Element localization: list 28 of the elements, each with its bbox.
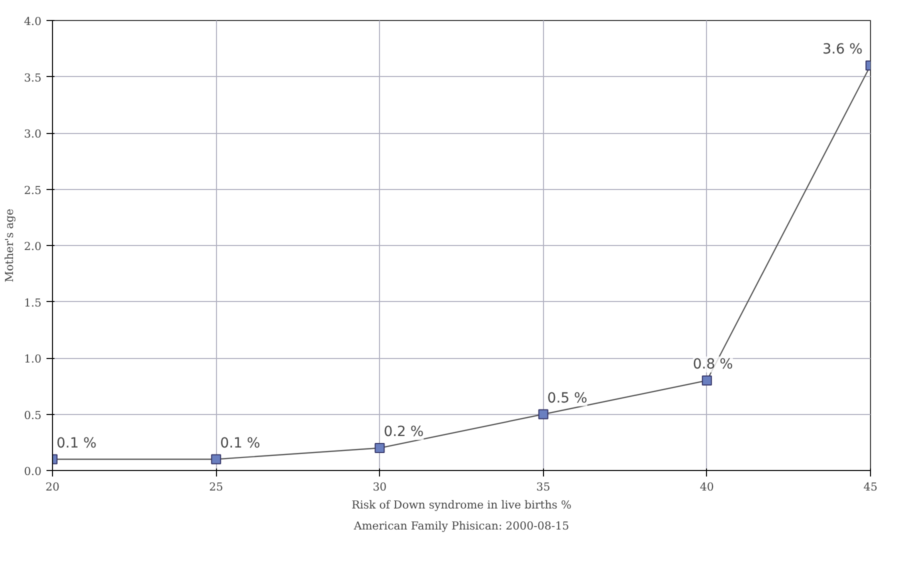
data-label: 0.8 % xyxy=(692,356,733,372)
y-tick-label: 1.0 xyxy=(24,352,42,366)
point xyxy=(538,409,548,420)
x-tick-label: 25 xyxy=(209,480,224,494)
data-label: 0.1 % xyxy=(220,435,260,452)
y-axis-title: Mother's age xyxy=(3,208,16,282)
x-axis-title: Risk of Down syndrome in live births % xyxy=(352,498,572,512)
x-tick-label: 35 xyxy=(536,480,550,494)
y-tick-label: 3.0 xyxy=(24,128,42,140)
y-tick-label: 3.5 xyxy=(24,71,42,84)
y-tick-label: 0.0 xyxy=(24,465,42,478)
y-tick-label: 4.0 xyxy=(24,15,42,28)
y-tick-label: 0.5 xyxy=(24,408,42,422)
y-tick-label: 2.5 xyxy=(24,184,42,197)
y-tick-label: 2.0 xyxy=(24,240,42,253)
data-label: 3.6 % xyxy=(822,42,863,58)
point xyxy=(374,443,385,453)
data-label: 0.5 % xyxy=(547,390,588,406)
x-tick-label: 40 xyxy=(700,480,714,494)
y-tick-label: 1.5 xyxy=(24,296,42,310)
data-label: 0.1 % xyxy=(56,435,97,452)
point xyxy=(702,376,712,386)
data-label: 0.2 % xyxy=(384,424,424,440)
x-tick-label: 30 xyxy=(372,480,387,494)
point xyxy=(211,454,222,464)
x-tick-label: 45 xyxy=(864,480,878,494)
x-tick-label: 20 xyxy=(46,480,60,494)
text: American Family Phisican: 2000-08-15 xyxy=(352,520,570,532)
